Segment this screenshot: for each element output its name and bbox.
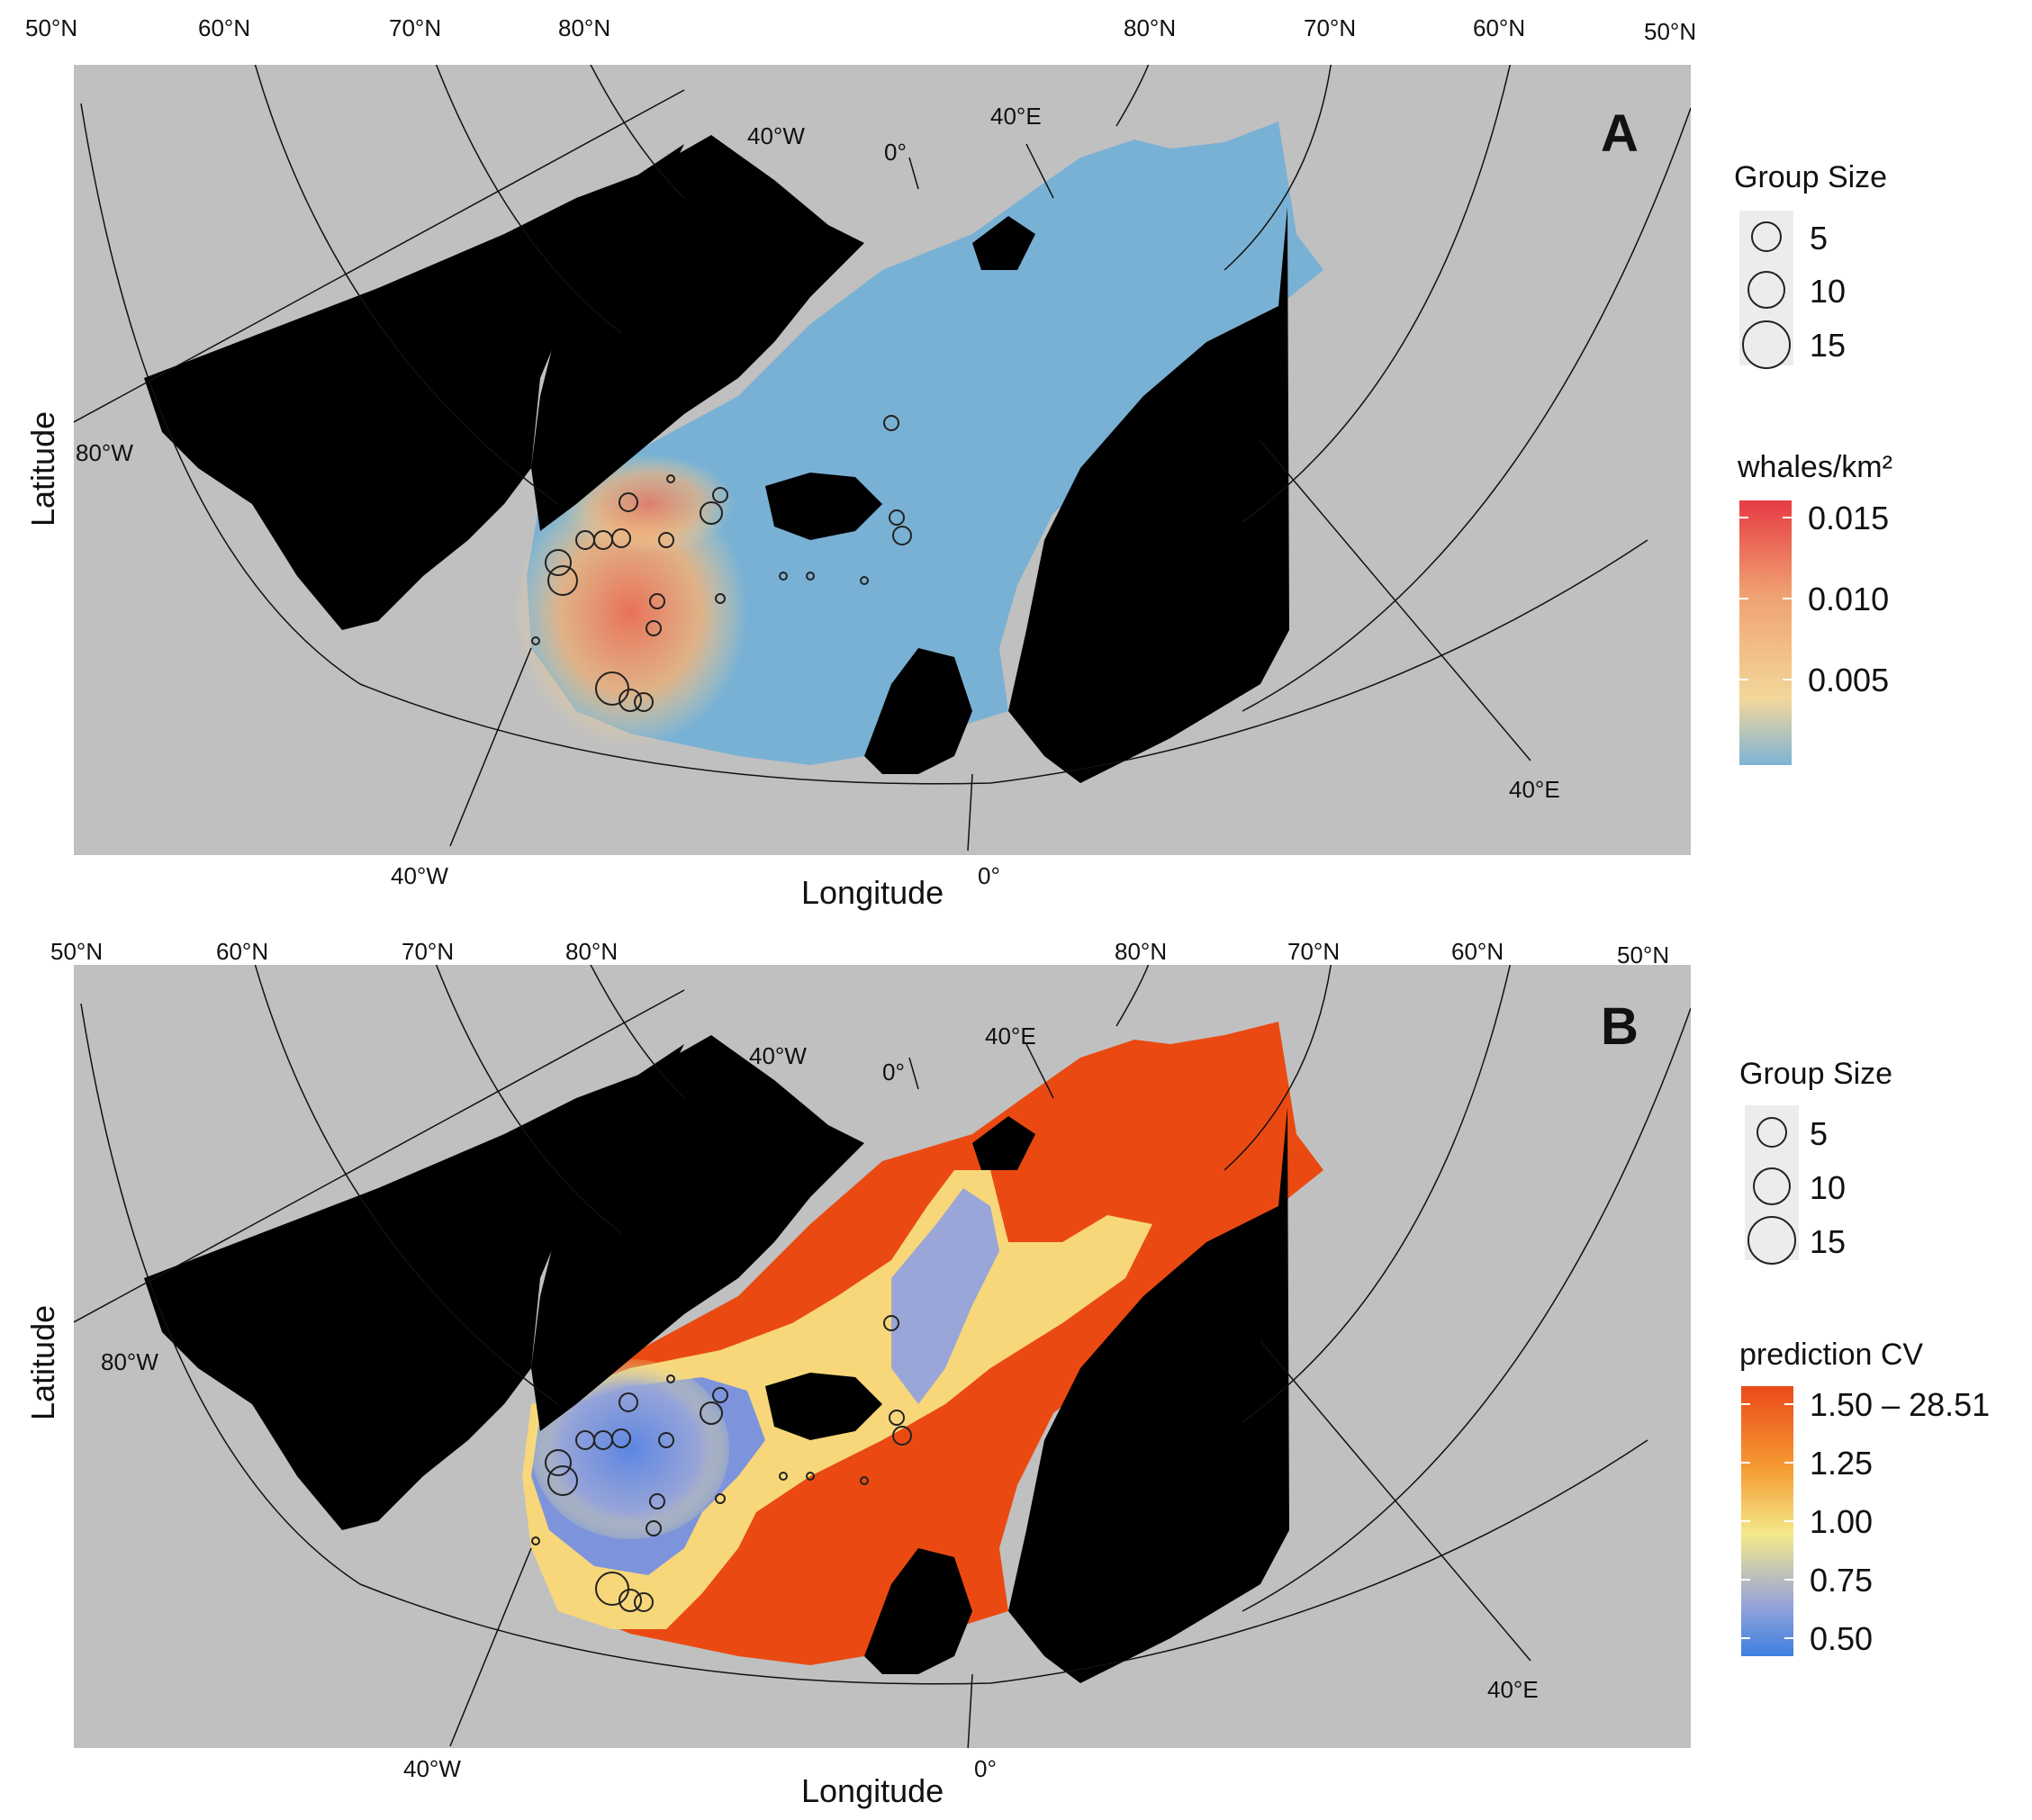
svg-text:60°N: 60°N <box>216 938 268 965</box>
svg-text:40°E: 40°E <box>1509 776 1560 803</box>
panel-a: A 50°N 60°N 70°N 80°N 80°N 70°N 60°N 50°… <box>24 14 1892 911</box>
svg-text:60°N: 60°N <box>198 14 250 41</box>
colorbar-title: prediction CV <box>1739 1338 1923 1372</box>
svg-text:5: 5 <box>1810 220 1828 257</box>
svg-text:40°W: 40°W <box>749 1042 807 1069</box>
colorbar-title: whales/km² <box>1737 450 1892 484</box>
group-size-title: Group Size <box>1734 160 1887 194</box>
svg-text:50°N: 50°N <box>1644 18 1696 45</box>
svg-text:15: 15 <box>1810 1223 1846 1260</box>
svg-text:0.010: 0.010 <box>1808 581 1889 617</box>
svg-text:40°E: 40°E <box>990 103 1042 130</box>
y-axis-title: Latitude <box>24 411 61 527</box>
svg-text:50°N: 50°N <box>25 14 77 41</box>
svg-text:80°N: 80°N <box>565 938 618 965</box>
svg-text:50°N: 50°N <box>50 938 103 965</box>
x-axis-title: Longitude <box>801 1772 944 1809</box>
group-size-key-10 <box>1748 271 1785 309</box>
svg-text:40°W: 40°W <box>391 862 448 889</box>
land-scandinavia <box>1008 1107 1289 1683</box>
svg-text:0°: 0° <box>882 1059 905 1086</box>
cv-low-region-north <box>891 1188 999 1404</box>
graticule <box>74 65 1691 851</box>
svg-text:0°: 0° <box>974 1755 997 1782</box>
svg-text:60°N: 60°N <box>1451 938 1504 965</box>
svg-text:10: 10 <box>1810 273 1846 310</box>
svg-text:40°W: 40°W <box>403 1755 461 1782</box>
land-greenland <box>531 135 864 531</box>
land-iceland <box>765 1373 882 1440</box>
svg-text:1.50 – 28.51: 1.50 – 28.51 <box>1810 1386 1990 1423</box>
svg-text:70°N: 70°N <box>402 938 454 965</box>
svg-text:60°N: 60°N <box>1473 14 1525 41</box>
panel-b: B 50°N 60°N 70°N 80°N 80°N 70°N 60°N 50°… <box>24 938 1990 1809</box>
svg-text:40°E: 40°E <box>1487 1676 1539 1703</box>
land-british-isles <box>864 1548 972 1674</box>
svg-text:0°: 0° <box>978 862 1000 889</box>
svg-text:80°N: 80°N <box>1124 14 1176 41</box>
svg-text:1.25: 1.25 <box>1810 1445 1873 1482</box>
svg-text:0.005: 0.005 <box>1808 662 1889 698</box>
svg-text:70°N: 70°N <box>1304 14 1356 41</box>
y-axis-title: Latitude <box>24 1305 61 1420</box>
sightings <box>531 1315 912 1612</box>
svg-text:50°N: 50°N <box>1617 942 1669 969</box>
land-greenland <box>531 1035 864 1431</box>
group-size-key-5 <box>1751 221 1782 252</box>
group-size-key-10 <box>1753 1167 1791 1205</box>
land-iceland <box>765 473 882 540</box>
legend: Group Size 5 10 15 prediction CV 1.50 – … <box>1739 1057 1990 1657</box>
svg-text:10: 10 <box>1810 1169 1846 1206</box>
svg-text:70°N: 70°N <box>1287 938 1340 965</box>
svg-text:80°N: 80°N <box>558 14 610 41</box>
land-canada <box>144 144 684 630</box>
x-axis-title: Longitude <box>801 874 944 911</box>
svg-text:0.50: 0.50 <box>1810 1620 1873 1657</box>
svg-text:80°N: 80°N <box>1115 938 1167 965</box>
panel-letter: A <box>1601 104 1639 163</box>
group-size-key-5 <box>1757 1117 1787 1148</box>
land-svalbard <box>972 1116 1035 1170</box>
svg-text:80°W: 80°W <box>76 439 133 466</box>
group-size-key-15 <box>1742 320 1791 369</box>
svg-text:1.00: 1.00 <box>1810 1503 1873 1540</box>
svg-text:40°E: 40°E <box>985 1023 1036 1050</box>
svg-text:70°N: 70°N <box>389 14 441 41</box>
land-british-isles <box>864 648 972 774</box>
graticule-labels: 50°N 60°N 70°N 80°N 80°N 70°N 60°N 50°N … <box>50 938 1669 1782</box>
land-scandinavia <box>1008 207 1289 783</box>
land-canada <box>144 1044 684 1530</box>
svg-text:15: 15 <box>1810 327 1846 364</box>
cv-low-core <box>531 1359 729 1539</box>
svg-text:0°: 0° <box>884 139 907 166</box>
svg-text:0.75: 0.75 <box>1810 1562 1873 1599</box>
svg-text:0.015: 0.015 <box>1808 500 1889 536</box>
svg-text:40°W: 40°W <box>747 122 805 149</box>
legend: Group Size 5 10 15 whales/km² 0.015 0.01… <box>1734 160 1892 765</box>
svg-text:80°W: 80°W <box>101 1348 158 1375</box>
group-size-title: Group Size <box>1739 1057 1892 1091</box>
colorbar <box>1739 500 1792 765</box>
land-svalbard <box>972 216 1035 270</box>
group-size-key-15 <box>1748 1216 1796 1265</box>
panel-letter: B <box>1601 997 1639 1056</box>
graticule <box>74 965 1691 1748</box>
graticule-labels: 50°N 60°N 70°N 80°N 80°N 70°N 60°N 50°N … <box>25 14 1696 889</box>
sightings <box>531 415 912 712</box>
svg-text:5: 5 <box>1810 1115 1828 1152</box>
